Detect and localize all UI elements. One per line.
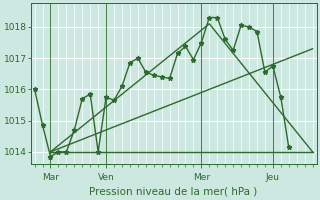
X-axis label: Pression niveau de la mer( hPa ): Pression niveau de la mer( hPa )	[90, 187, 258, 197]
